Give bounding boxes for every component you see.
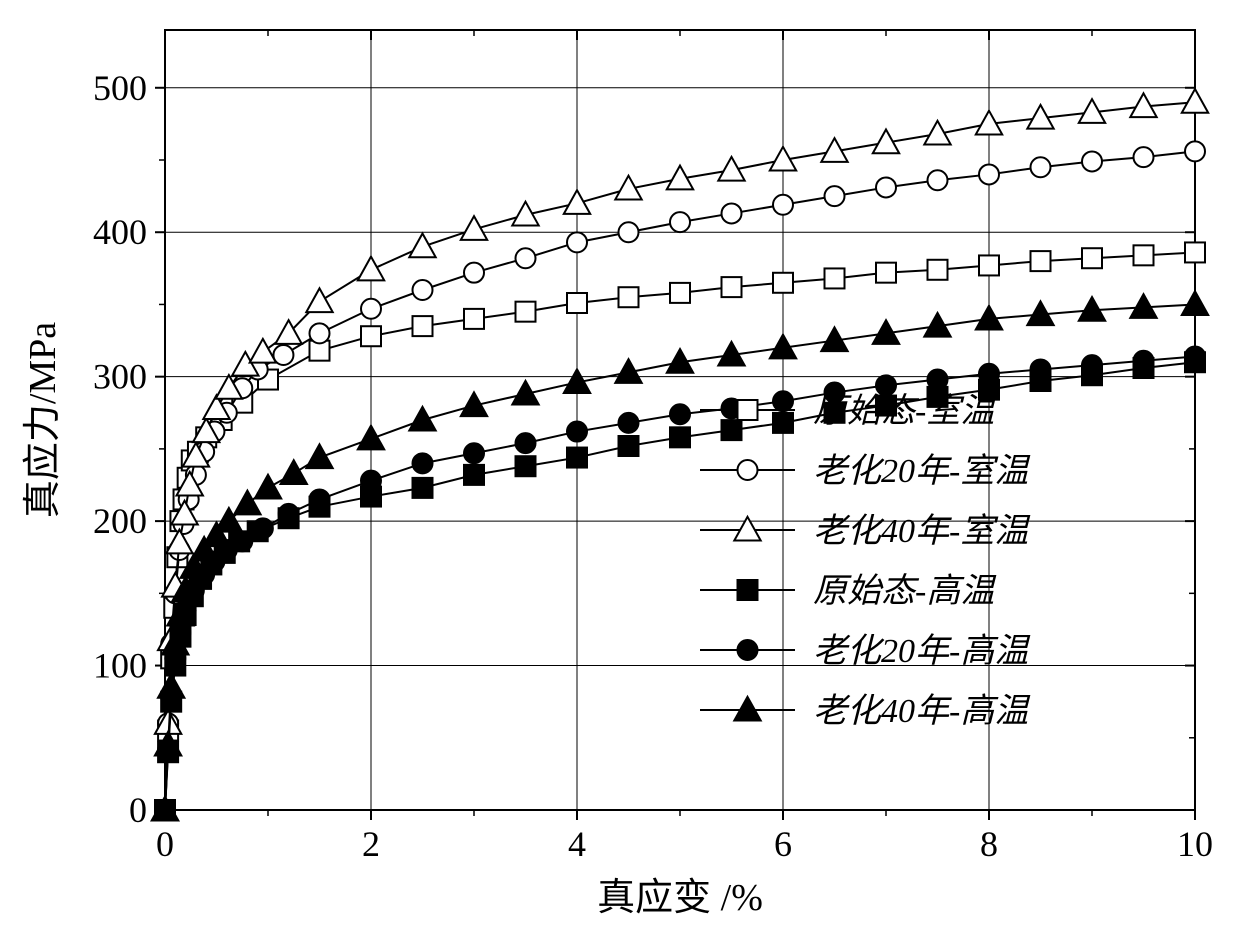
legend-label: 原始态-高温 [813, 573, 996, 610]
x-axis-label: 真应变 /% [597, 877, 763, 919]
x-tick-label: 2 [362, 824, 380, 864]
series-group [152, 89, 1208, 821]
legend-label: 老化20年-室温 [813, 453, 1030, 490]
y-tick-label: 0 [129, 790, 147, 830]
y-tick-label: 100 [93, 646, 147, 686]
y-tick-label: 400 [93, 212, 147, 252]
series-s2 [155, 141, 1205, 820]
series-s3 [152, 89, 1208, 821]
y-tick-label: 300 [93, 357, 147, 397]
y-axis-label: 真应力/MPa [22, 322, 64, 518]
y-tick-label: 500 [93, 68, 147, 108]
legend-label: 老化40年-高温 [813, 693, 1030, 730]
x-tick-label: 4 [568, 824, 586, 864]
legend-label: 原始态-室温 [813, 393, 996, 430]
legend: 原始态-室温老化20年-室温老化40年-室温原始态-高温老化20年-高温老化40… [700, 393, 1030, 730]
axes: 02468100100200300400500 [93, 30, 1213, 864]
x-tick-label: 6 [774, 824, 792, 864]
series-s5 [155, 346, 1205, 820]
stress-strain-chart: 02468100100200300400500真应变 /%真应力/MPa原始态-… [0, 0, 1240, 930]
legend-label: 老化40年-室温 [813, 513, 1030, 550]
chart-container: 02468100100200300400500真应变 /%真应力/MPa原始态-… [0, 0, 1240, 930]
x-tick-label: 0 [156, 824, 174, 864]
x-tick-label: 8 [980, 824, 998, 864]
x-tick-label: 10 [1177, 824, 1213, 864]
legend-label: 老化20年-高温 [813, 633, 1030, 670]
y-tick-label: 200 [93, 501, 147, 541]
